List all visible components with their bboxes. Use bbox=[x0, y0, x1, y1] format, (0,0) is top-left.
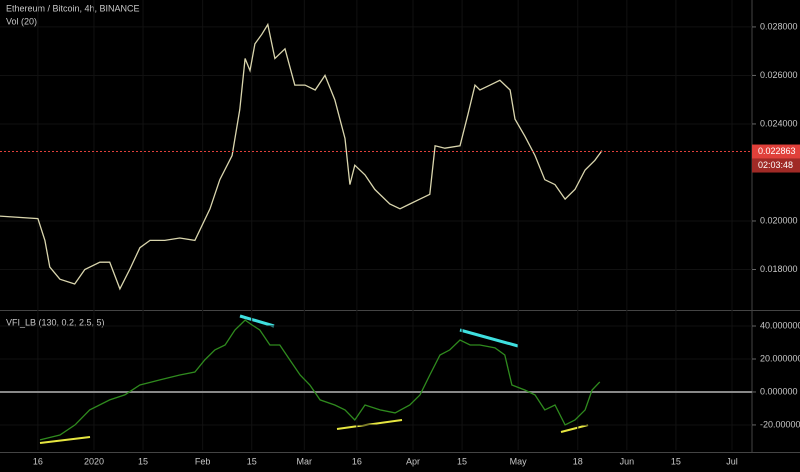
y-tick-label: 0.024000 bbox=[760, 118, 798, 128]
countdown-box bbox=[752, 158, 800, 173]
y-tick-label: 40.000000 bbox=[760, 320, 800, 330]
indicator-title: VFI_LB (130, 0.2, 2.5, 5) bbox=[6, 317, 105, 327]
y-tick-label: 0.026000 bbox=[760, 70, 798, 80]
y-tick-label: 0.018000 bbox=[760, 264, 798, 274]
x-tick-label: 15 bbox=[671, 456, 681, 466]
x-tick-label: 2020 bbox=[84, 456, 104, 466]
x-tick-label: 15 bbox=[457, 456, 467, 466]
x-tick-label: 16 bbox=[33, 456, 43, 466]
last-price-box bbox=[752, 144, 800, 159]
countdown-label: 02:03:48 bbox=[758, 160, 793, 170]
chart-title: Ethereum / Bitcoin, 4h, BINANCE bbox=[6, 3, 140, 13]
x-tick-label: Mar bbox=[297, 456, 313, 466]
x-tick-label: 16 bbox=[352, 456, 362, 466]
trend-line bbox=[239, 314, 275, 328]
last-price-label: 0.022863 bbox=[758, 146, 796, 156]
y-tick-label: 0.028000 bbox=[760, 21, 798, 31]
y-tick-label: -20.000000 bbox=[760, 419, 800, 429]
x-tick-label: 18 bbox=[573, 456, 583, 466]
x-tick-label: Apr bbox=[406, 456, 420, 466]
y-tick-label: 20.000000 bbox=[760, 353, 800, 363]
x-tick-label: 15 bbox=[138, 456, 148, 466]
x-tick-label: Feb bbox=[195, 456, 211, 466]
series-line bbox=[0, 22, 603, 291]
x-tick-label: May bbox=[510, 456, 528, 466]
trend-line bbox=[560, 424, 589, 433]
x-tick-label: Jun bbox=[620, 456, 635, 466]
volume-label: Vol (20) bbox=[6, 16, 37, 26]
y-tick-label: 0.020000 bbox=[760, 215, 798, 225]
y-tick-label: 0.000000 bbox=[760, 386, 798, 396]
trend-line bbox=[39, 436, 91, 444]
trend-line bbox=[459, 328, 519, 348]
x-tick-label: 15 bbox=[247, 456, 257, 466]
series-line bbox=[39, 319, 601, 441]
x-tick-label: Jul bbox=[726, 456, 738, 466]
